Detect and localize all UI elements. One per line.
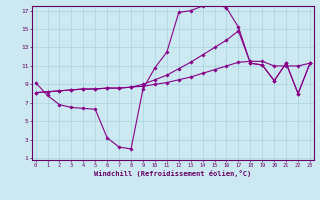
X-axis label: Windchill (Refroidissement éolien,°C): Windchill (Refroidissement éolien,°C) [94,170,252,177]
